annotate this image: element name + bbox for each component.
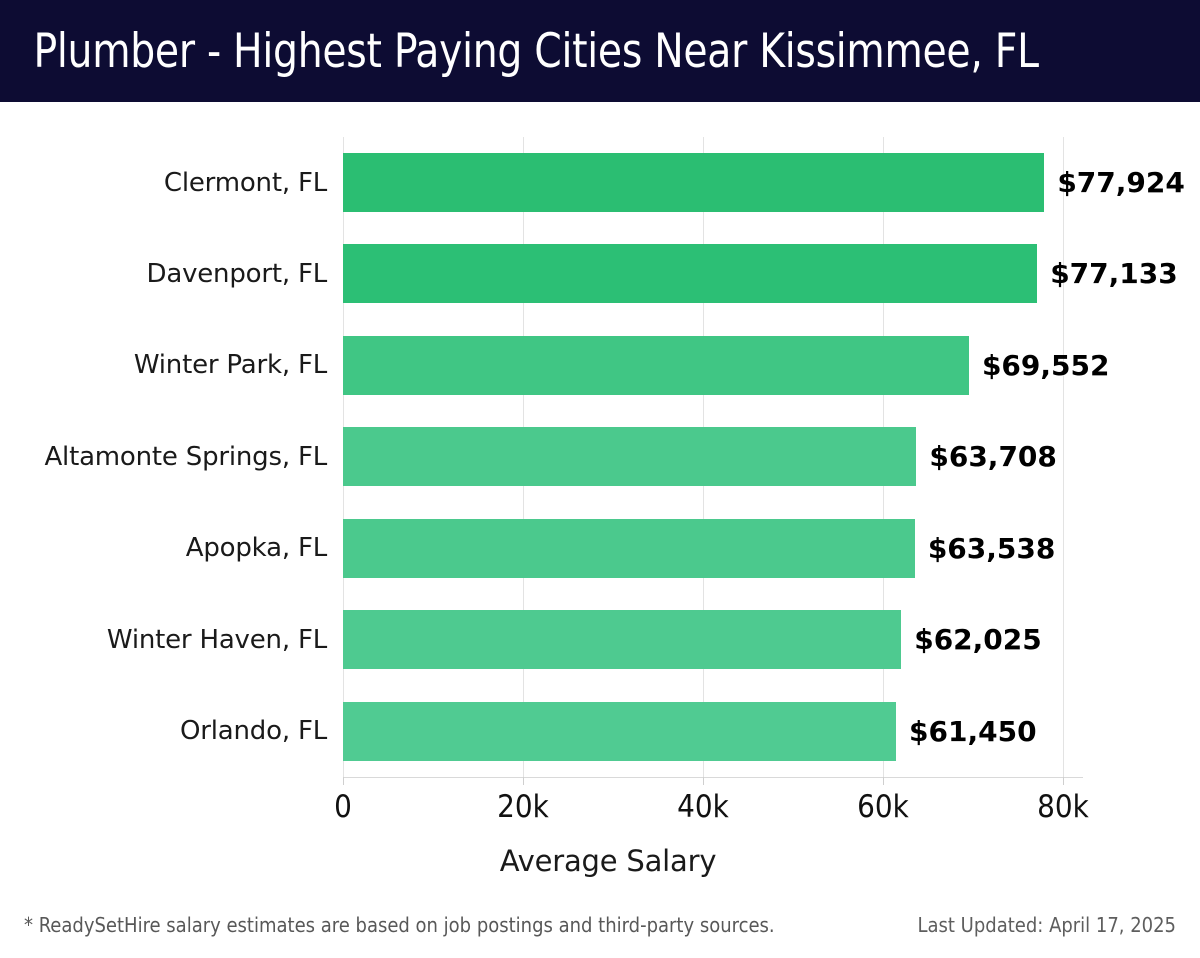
bar[interactable]	[343, 610, 902, 670]
bar-group: Orlando, FL $61,450	[180, 686, 1063, 777]
x-axis-tick-mark	[883, 777, 884, 785]
bar-value-label: $61,450	[909, 714, 1037, 748]
chart-title-banner: Plumber - Highest Paying Cities Near Kis…	[0, 0, 1200, 102]
bar-value-label: $62,025	[914, 623, 1042, 657]
bar[interactable]	[343, 335, 969, 395]
x-axis-tick-label: 60k	[857, 789, 909, 825]
y-axis-category-label: Winter Haven, FL	[106, 624, 327, 655]
x-axis-tick-label: 80k	[1037, 789, 1089, 825]
bar[interactable]	[343, 701, 897, 761]
bar-group: Davenport, FL $77,133	[147, 228, 1178, 319]
bar-group: Altamonte Springs, FL $63,708	[44, 411, 1063, 502]
y-axis-category-label: Apopka, FL	[185, 533, 327, 564]
bar[interactable]	[343, 518, 915, 578]
x-axis-tick-label: 40k	[677, 789, 729, 825]
chart-canvas: Clermont, FL $77,924 Davenport, FL $77,133 W…	[0, 102, 1200, 892]
y-axis-category-label: Altamonte Springs, FL	[44, 441, 327, 472]
bar-group: Apopka, FL $63,538	[186, 503, 1063, 594]
x-axis-tick-mark	[343, 777, 344, 785]
plot-area: Clermont, FL $77,924 Davenport, FL $77,133 W…	[44, 137, 1185, 777]
bar-value-label: $77,133	[1050, 257, 1178, 291]
gridline	[1063, 137, 1064, 777]
footer-last-updated: Last Updated: April 17, 2025	[917, 913, 1177, 937]
x-axis-tick-label: 0	[334, 789, 352, 825]
x-axis-tick-label: 20k	[497, 789, 549, 825]
x-axis-title: Average Salary	[0, 844, 1200, 878]
x-axis-title-label: Average Salary	[499, 844, 717, 878]
bar-group: Winter Haven, FL $62,025	[107, 594, 1063, 685]
x-axis-tick-mark	[703, 777, 704, 785]
chart-footer: * ReadySetHire salary estimates are base…	[0, 892, 1200, 958]
x-axis-tick-mark	[1063, 777, 1064, 785]
x-axis-tick-mark	[523, 777, 524, 785]
bar-group: Clermont, FL $77,924	[164, 137, 1185, 228]
bar-value-label: $63,708	[929, 440, 1057, 474]
y-axis-category-label: Clermont, FL	[163, 167, 327, 198]
x-axis-line	[343, 777, 1083, 778]
bar[interactable]	[343, 244, 1038, 304]
bar-group: Winter Park, FL $69,552	[134, 320, 1109, 411]
y-axis-category-label: Winter Park, FL	[133, 350, 327, 381]
page-title: Plumber - Highest Paying Cities Near Kis…	[33, 23, 1039, 79]
bar[interactable]	[343, 427, 917, 487]
bar-value-label: $69,552	[981, 348, 1110, 382]
bar[interactable]	[343, 153, 1045, 212]
y-axis-category-label: Davenport, FL	[146, 258, 328, 289]
y-axis-category-label: Orlando, FL	[180, 716, 327, 747]
footer-disclaimer: * ReadySetHire salary estimates are base…	[24, 913, 775, 937]
bar-value-label: $77,924	[1057, 166, 1185, 199]
bar-value-label: $63,538	[927, 531, 1056, 565]
